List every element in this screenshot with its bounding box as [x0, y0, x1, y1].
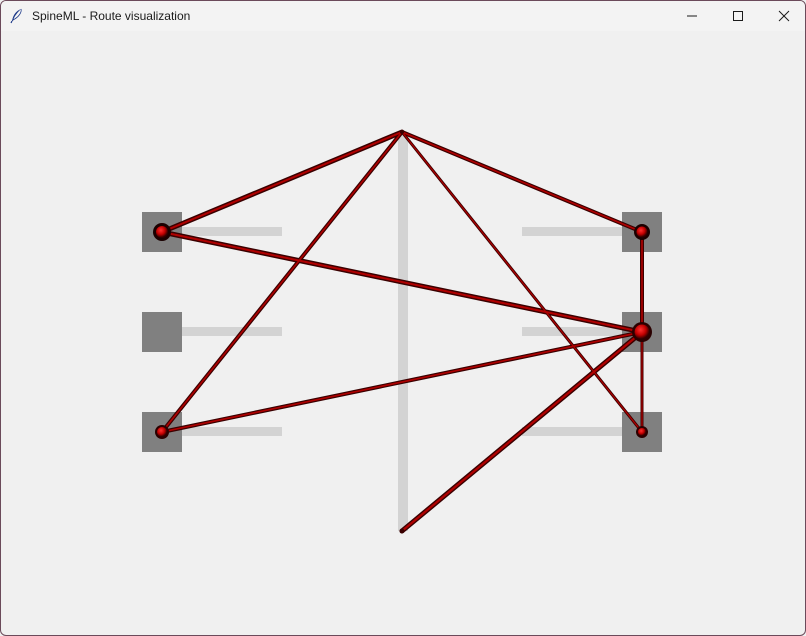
route-line	[161, 231, 643, 333]
node-marker	[636, 226, 648, 238]
window-title: SpineML - Route visualization	[32, 9, 191, 23]
node-marker	[638, 428, 646, 436]
maximize-icon	[733, 11, 743, 21]
minimize-icon	[687, 15, 697, 17]
left-guide	[181, 227, 282, 236]
right-guide	[522, 227, 623, 236]
left-guide	[181, 327, 282, 336]
hub-marker[interactable]	[400, 130, 404, 134]
route-line	[401, 131, 643, 433]
close-icon	[778, 10, 790, 22]
left-guide	[181, 427, 282, 436]
route-lines	[159, 129, 645, 534]
route-line	[401, 131, 643, 233]
right-guide	[522, 327, 623, 336]
route-canvas-area[interactable]	[1, 31, 805, 635]
node-marker	[157, 427, 167, 437]
node-box[interactable]	[142, 312, 182, 352]
node-marker	[634, 324, 650, 340]
route-line	[161, 131, 403, 233]
route-line	[400, 330, 644, 533]
maximize-button[interactable]	[715, 1, 761, 31]
node-marker	[156, 226, 168, 238]
feather-icon	[10, 8, 24, 24]
route-line	[161, 131, 403, 433]
right-guide	[522, 427, 623, 436]
minimize-button[interactable]	[669, 1, 715, 31]
close-button[interactable]	[761, 1, 805, 31]
route-line	[161, 331, 643, 433]
hub-marker[interactable]	[399, 528, 405, 534]
title-bar[interactable]: SpineML - Route visualization	[1, 1, 805, 31]
route-canvas[interactable]	[1, 31, 805, 635]
center-guide	[398, 132, 408, 531]
